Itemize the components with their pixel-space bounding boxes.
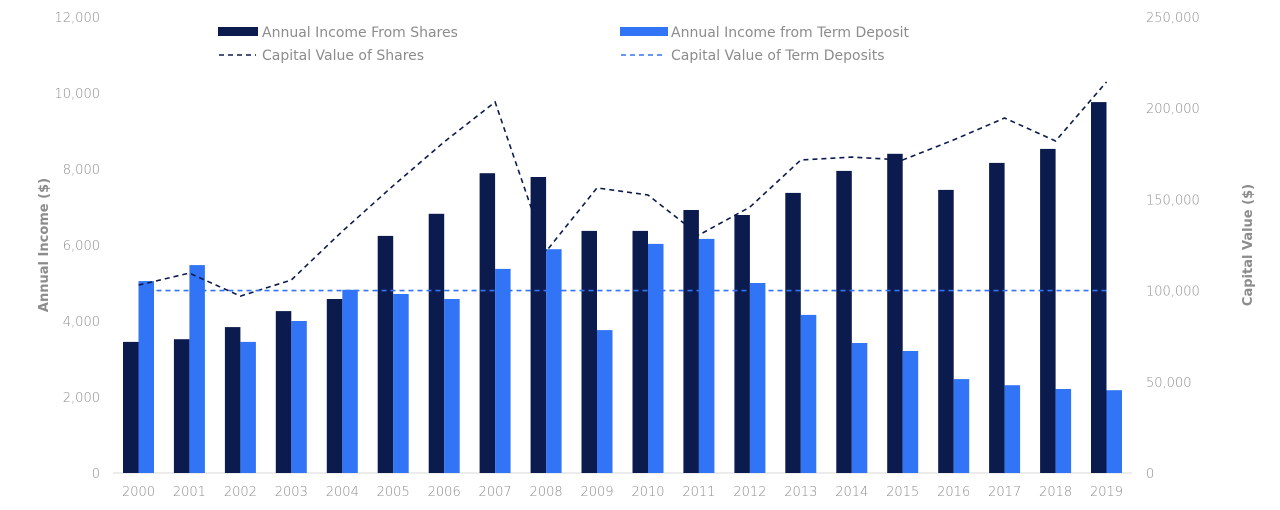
line-shares-capital (138, 81, 1108, 297)
bar-td-income-2004 (342, 289, 358, 473)
legend: Annual Income From Shares Annual Income … (218, 25, 910, 64)
legend-swatch-td-income (620, 27, 668, 36)
legend-item-shares-capital[interactable]: Capital Value of Shares (219, 48, 424, 64)
bar-td-income-2000 (138, 281, 154, 473)
bar-td-income-2007 (495, 268, 511, 473)
x-tick-label: 2005 (377, 485, 410, 500)
bar-td-income-2016 (953, 379, 970, 473)
legend-label-shares-capital: Capital Value of Shares (262, 48, 424, 64)
x-tick-label: 2018 (1039, 485, 1072, 500)
left-tick-label: 8,000 (63, 163, 100, 178)
bar-shares-income-2013 (785, 192, 801, 473)
right-tick-label: 50,000 (1146, 376, 1192, 391)
x-tick-label: 2013 (784, 485, 817, 500)
bar-shares-income-2014 (836, 170, 852, 473)
bar-td-income-2017 (1004, 385, 1021, 473)
left-tick-label: 10,000 (55, 87, 101, 102)
bar-td-income-2008 (546, 249, 562, 473)
bar-shares-income-2009 (581, 230, 597, 473)
bars-group (123, 102, 1122, 474)
x-tick-label: 2015 (886, 485, 919, 500)
right-tick-label: 0 (1146, 467, 1154, 482)
x-tick-label: 2001 (173, 485, 206, 500)
bar-shares-income-2000 (123, 341, 139, 473)
legend-label-td-capital: Capital Value of Term Deposits (671, 48, 885, 64)
x-tick-label: 2002 (224, 485, 257, 500)
legend-label-td-income: Annual Income from Term Deposit (671, 25, 910, 41)
x-tick-label: 2009 (580, 485, 613, 500)
x-tick-label: 2003 (275, 485, 308, 500)
left-tick-label: 6,000 (63, 239, 100, 254)
bar-td-income-2015 (902, 351, 919, 473)
legend-item-td-income[interactable]: Annual Income from Term Deposit (620, 25, 910, 41)
legend-swatch-shares-income (218, 27, 258, 36)
bar-shares-income-2012 (734, 215, 750, 473)
right-axis-title: Capital Value ($) (1241, 184, 1256, 306)
legend-item-shares-income[interactable]: Annual Income From Shares (218, 25, 458, 41)
right-tick-label: 200,000 (1146, 102, 1200, 117)
x-tick-label: 2017 (988, 485, 1021, 500)
bar-td-income-2003 (291, 321, 307, 473)
left-axis-title: Annual Income ($) (37, 178, 52, 312)
bar-td-income-2011 (698, 238, 715, 473)
bar-td-income-2013 (800, 314, 817, 473)
x-tick-label: 2004 (326, 485, 359, 500)
bar-td-income-2009 (597, 330, 613, 473)
legend-label-shares-income: Annual Income From Shares (262, 25, 458, 41)
bar-shares-income-2015 (887, 153, 903, 474)
bar-shares-income-2002 (224, 327, 241, 473)
x-tick-label: 2019 (1090, 485, 1123, 500)
bar-shares-income-2019 (1091, 102, 1107, 473)
left-tick-label: 2,000 (63, 391, 100, 406)
x-tick-label: 2011 (682, 485, 715, 500)
right-tick-label: 150,000 (1146, 193, 1200, 208)
right-axis-ticks: 0 50,000 100,000 150,000 200,000 250,000 (1146, 11, 1200, 482)
bar-td-income-2019 (1106, 390, 1122, 473)
x-tick-label: 2008 (530, 485, 563, 500)
x-tick-label: 2012 (733, 485, 766, 500)
right-tick-label: 100,000 (1146, 285, 1200, 300)
bar-td-income-2005 (393, 294, 409, 473)
lines-group (138, 81, 1108, 297)
x-tick-label: 2006 (428, 485, 461, 500)
bar-shares-income-2006 (428, 213, 445, 474)
x-tick-label: 2010 (631, 485, 664, 500)
left-tick-label: 12,000 (55, 11, 101, 26)
x-tick-label: 2014 (835, 485, 868, 500)
left-axis-ticks: 0 2,000 4,000 6,000 8,000 10,000 12,000 (55, 11, 101, 482)
bar-shares-income-2003 (275, 311, 292, 473)
bar-td-income-2001 (189, 265, 205, 473)
bar-shares-income-2004 (326, 299, 343, 473)
bar-shares-income-2010 (632, 230, 648, 473)
bar-shares-income-2016 (938, 189, 954, 473)
bar-td-income-2018 (1055, 389, 1072, 473)
x-tick-label: 2016 (937, 485, 970, 500)
bar-shares-income-2017 (989, 162, 1005, 473)
x-tick-label: 2007 (479, 485, 512, 500)
bar-shares-income-2001 (173, 339, 190, 473)
bar-shares-income-2011 (683, 210, 699, 473)
x-axis-labels: 2000 2001 2002 2003 2004 2005 2006 2007 2008 2009… (122, 485, 1123, 500)
bar-shares-income-2007 (479, 173, 496, 473)
bar-td-income-2010 (648, 243, 664, 473)
bar-td-income-2006 (444, 299, 460, 473)
x-tick-label: 2000 (122, 485, 155, 500)
bar-shares-income-2005 (377, 235, 394, 473)
left-tick-label: 0 (92, 467, 100, 482)
bar-td-income-2014 (851, 343, 868, 473)
bar-shares-income-2018 (1040, 148, 1056, 473)
bar-td-income-2012 (749, 283, 766, 473)
left-tick-label: 4,000 (63, 315, 100, 330)
legend-item-td-capital[interactable]: Capital Value of Term Deposits (621, 48, 885, 64)
right-tick-label: 250,000 (1146, 11, 1200, 26)
bar-td-income-2002 (240, 341, 256, 473)
bar-shares-income-2008 (530, 177, 547, 473)
